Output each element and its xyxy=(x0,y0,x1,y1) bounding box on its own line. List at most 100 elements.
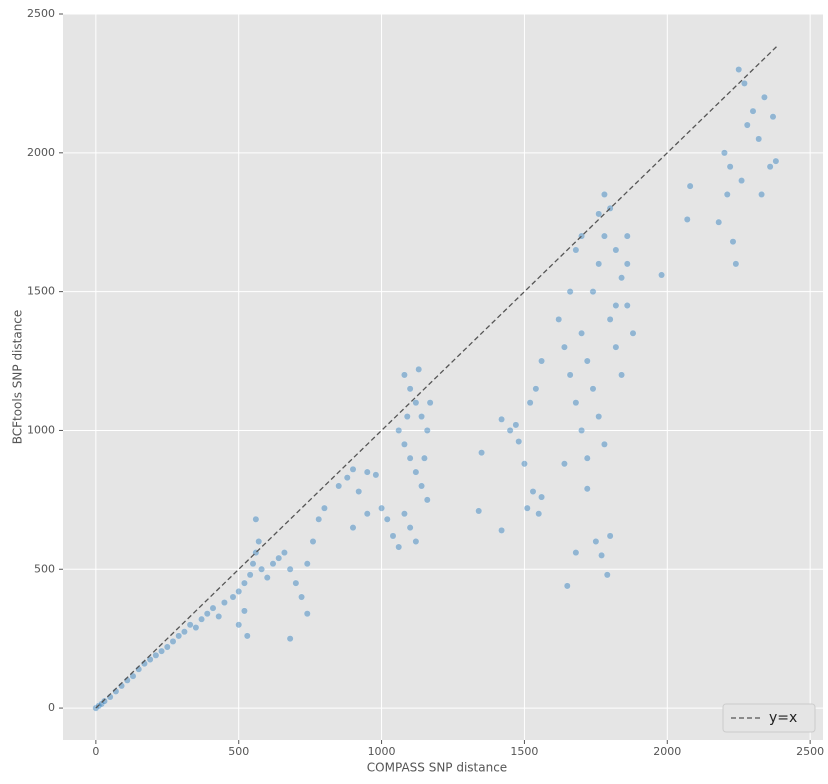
point xyxy=(478,449,486,457)
x-tick-label: 0 xyxy=(92,745,99,758)
point xyxy=(723,191,731,198)
point xyxy=(600,191,608,198)
point xyxy=(303,560,311,568)
point xyxy=(743,121,751,129)
point xyxy=(198,615,206,623)
point xyxy=(349,524,357,532)
point xyxy=(583,357,591,365)
point xyxy=(760,93,768,101)
point xyxy=(349,465,357,473)
point xyxy=(572,549,580,557)
point xyxy=(506,426,514,434)
point xyxy=(512,421,520,429)
point xyxy=(203,610,211,618)
point xyxy=(498,526,506,534)
point xyxy=(406,385,414,393)
point xyxy=(720,149,728,157)
point xyxy=(772,157,780,165)
point xyxy=(400,371,408,379)
point xyxy=(520,460,528,468)
point xyxy=(526,399,534,407)
point xyxy=(600,232,608,240)
point xyxy=(158,647,166,655)
point xyxy=(275,554,283,562)
point xyxy=(395,543,403,551)
point xyxy=(215,613,223,620)
point xyxy=(363,510,371,518)
point xyxy=(595,210,603,218)
point xyxy=(258,565,266,573)
point xyxy=(589,288,597,296)
point xyxy=(612,302,620,309)
point xyxy=(563,582,571,590)
x-tick-label: 500 xyxy=(228,745,249,758)
point xyxy=(598,551,606,559)
point xyxy=(240,607,248,615)
point xyxy=(286,565,294,573)
point xyxy=(400,510,408,518)
y-tick-label: 2500 xyxy=(27,7,55,20)
point xyxy=(732,260,740,268)
point xyxy=(623,260,631,268)
x-tick-label: 1500 xyxy=(510,745,538,758)
y-axis-label: BCFtools SNP distance xyxy=(11,310,25,445)
point xyxy=(280,549,288,557)
point xyxy=(606,532,614,540)
point xyxy=(740,79,748,87)
point xyxy=(235,588,243,595)
x-tick-label: 2000 xyxy=(653,745,681,758)
point xyxy=(686,182,694,190)
point xyxy=(612,246,620,254)
point xyxy=(498,415,506,423)
point xyxy=(129,672,137,680)
plot-background xyxy=(63,14,823,740)
point xyxy=(560,460,568,468)
point xyxy=(243,632,251,640)
point xyxy=(406,524,414,532)
point xyxy=(163,643,171,651)
point xyxy=(726,163,734,171)
point xyxy=(475,507,483,515)
point xyxy=(403,413,411,421)
point xyxy=(755,135,763,143)
point xyxy=(758,191,766,198)
point xyxy=(749,107,757,115)
point xyxy=(400,440,408,448)
point xyxy=(618,371,626,379)
point xyxy=(566,288,574,296)
point xyxy=(603,571,611,579)
point xyxy=(220,599,228,607)
point xyxy=(423,496,431,504)
point xyxy=(538,493,546,501)
point xyxy=(583,485,591,493)
point xyxy=(100,697,108,705)
point xyxy=(263,574,271,582)
point xyxy=(426,399,434,407)
point xyxy=(612,343,620,351)
point xyxy=(629,329,637,337)
point xyxy=(406,454,414,462)
point xyxy=(146,656,154,663)
point xyxy=(560,343,568,351)
point xyxy=(735,66,743,73)
point xyxy=(363,468,371,476)
point xyxy=(412,399,420,407)
point xyxy=(255,538,263,545)
point xyxy=(715,218,723,226)
point xyxy=(252,515,260,523)
point xyxy=(418,482,426,490)
x-axis-label: COMPASS SNP distance xyxy=(367,761,507,775)
y-tick-label: 2000 xyxy=(27,146,55,159)
point xyxy=(578,329,586,337)
point xyxy=(420,454,428,462)
point xyxy=(355,488,363,495)
point xyxy=(412,468,420,476)
point xyxy=(535,510,543,518)
point xyxy=(583,454,591,462)
point xyxy=(532,385,540,393)
point xyxy=(658,271,666,279)
point xyxy=(246,571,254,579)
point xyxy=(175,632,183,640)
point xyxy=(572,246,580,254)
